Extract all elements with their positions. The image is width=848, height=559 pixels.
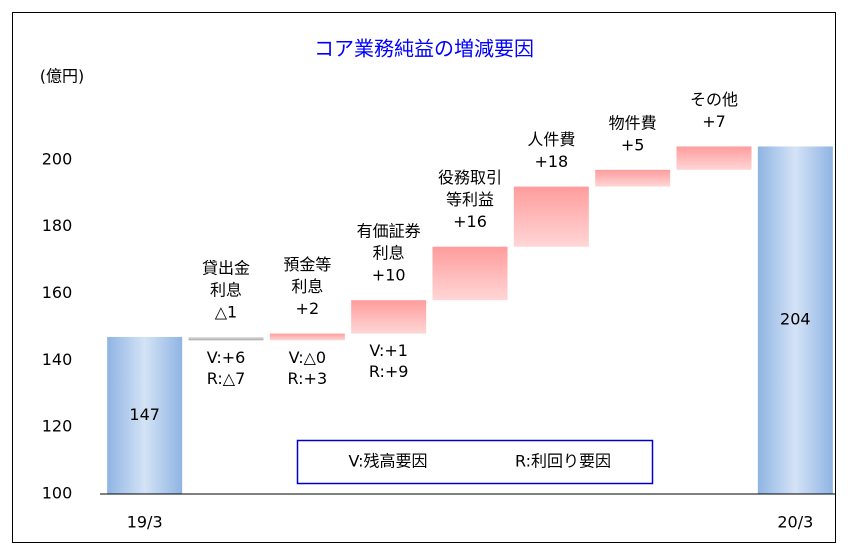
bar — [351, 300, 427, 334]
y-axis-label: (億円) — [40, 67, 85, 86]
bar — [188, 336, 264, 341]
annotation: V:△0 — [289, 348, 327, 367]
category-label: 利息 — [291, 277, 323, 296]
category-label: その他 — [690, 90, 738, 109]
x-tick-label: 20/3 — [777, 513, 813, 532]
bar — [269, 333, 345, 341]
y-tick-label: 180 — [42, 216, 73, 235]
y-tick-label: 160 — [42, 283, 73, 302]
legend-box — [296, 439, 654, 485]
category-label: 預金等 — [283, 255, 331, 274]
category-label: 人件費 — [527, 130, 575, 149]
value-label: △1 — [215, 302, 237, 321]
annotation: V:+6 — [207, 348, 246, 367]
x-tick-label: 19/3 — [127, 513, 163, 532]
category-label: 利息 — [210, 280, 242, 299]
value-label: +16 — [453, 212, 487, 231]
value-label: +5 — [621, 135, 645, 154]
value-label: 147 — [129, 405, 160, 424]
value-label: +10 — [372, 266, 406, 285]
bar — [513, 186, 589, 247]
y-tick-label: 120 — [42, 417, 73, 436]
legend-entry: R:利回り要因 — [515, 452, 611, 471]
category-label: 役務取引 — [438, 168, 502, 187]
bar — [676, 146, 752, 170]
bar — [595, 169, 671, 187]
annotation: R:+9 — [369, 362, 409, 381]
category-label: 貸出金 — [202, 258, 250, 277]
category-label: 物件費 — [609, 113, 657, 132]
category-label: 利息 — [373, 244, 405, 263]
bar — [432, 246, 508, 301]
legend-entry: V:残高要因 — [348, 452, 427, 471]
y-tick-label: 140 — [42, 350, 73, 369]
bar — [107, 336, 183, 494]
value-label: +18 — [534, 152, 568, 171]
category-label: 有価証券 — [357, 222, 421, 241]
value-label: +2 — [296, 299, 320, 318]
y-tick-label: 200 — [42, 149, 73, 168]
annotation: R:△7 — [207, 369, 246, 388]
annotation: R:+3 — [288, 369, 328, 388]
bar — [757, 146, 833, 494]
y-tick-label: 100 — [42, 484, 73, 503]
category-label: 等利益 — [446, 190, 494, 209]
value-label: 204 — [780, 310, 811, 329]
value-label: +7 — [702, 112, 726, 131]
annotation: V:+1 — [369, 341, 408, 360]
chart-title: コア業務純益の増減要因 — [314, 37, 534, 61]
